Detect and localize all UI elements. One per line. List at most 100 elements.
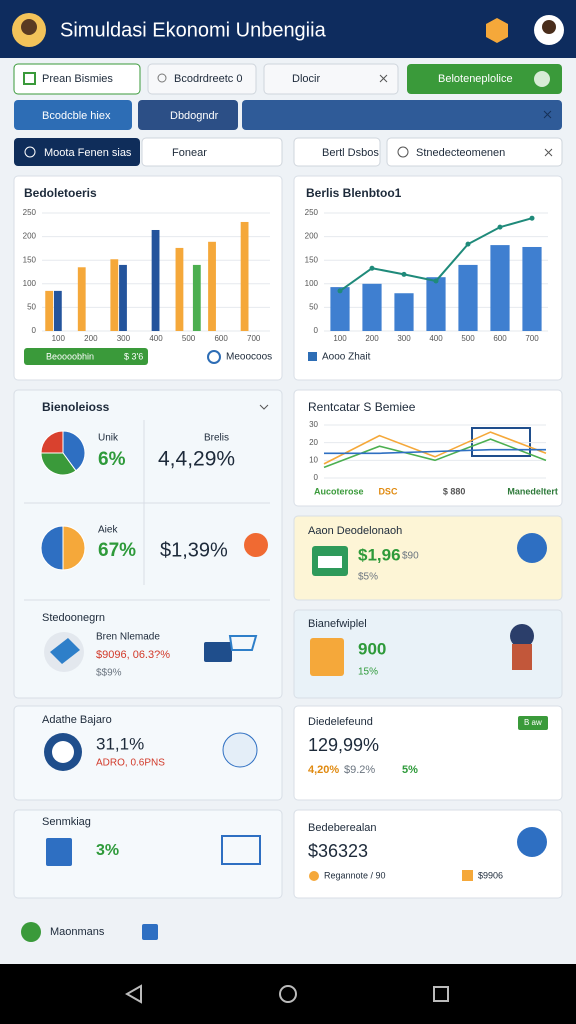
profile-face <box>542 20 556 34</box>
tile-sub: $5% <box>358 572 378 583</box>
footer-icon[interactable] <box>142 924 158 940</box>
legend-swatch <box>308 352 317 361</box>
bar <box>426 277 446 331</box>
tile-icon <box>46 838 72 866</box>
tag-label: B aw <box>524 718 542 727</box>
button-label: Bcodcble hiex <box>42 110 111 122</box>
tile-stat: 4,20% <box>308 764 339 776</box>
nav-back[interactable] <box>124 984 142 1004</box>
overlay-box <box>471 427 531 457</box>
field-label: Stnedecteomenen <box>416 147 505 159</box>
legend-pill[interactable] <box>24 348 148 365</box>
button-label: Dbdogndr <box>170 110 219 122</box>
tile-aside: $90 <box>402 551 419 562</box>
legend-label: Aooo Zhait <box>322 352 371 363</box>
field[interactable] <box>386 137 563 167</box>
clear-icon[interactable] <box>544 148 553 157</box>
stat-value: 4,4,29% <box>158 448 235 471</box>
bar <box>119 264 127 331</box>
cards <box>13 175 563 899</box>
bar <box>77 267 86 331</box>
chevron[interactable] <box>259 404 269 410</box>
icon <box>157 73 167 83</box>
x-tick-label: 500 <box>461 334 475 343</box>
action-icon[interactable] <box>222 732 258 768</box>
button[interactable] <box>138 100 238 130</box>
clear-icon[interactable] <box>543 110 552 119</box>
y-tick-label: 50 <box>309 303 318 312</box>
pie-label: Aiek <box>98 525 118 536</box>
tile-title: Senmkiag <box>42 816 91 828</box>
filter-label: Dlocir <box>292 73 320 85</box>
pie-slice <box>40 452 77 476</box>
button[interactable] <box>14 100 132 130</box>
action-icon[interactable] <box>517 827 547 857</box>
bar <box>490 245 510 331</box>
search-field[interactable] <box>147 63 257 95</box>
button-label: Beloteneplolice <box>438 73 513 85</box>
section-title: Stedoonegrn <box>42 612 105 624</box>
line-point <box>497 224 503 230</box>
icon <box>24 146 36 158</box>
x-tick-label: 300 <box>117 334 131 343</box>
footer-icon[interactable] <box>21 922 41 942</box>
legend-label: Beoooobhin <box>46 351 94 361</box>
bar <box>175 247 184 331</box>
tile-icon <box>310 638 344 676</box>
clear-icon[interactable] <box>379 74 388 83</box>
y-tick-label: 200 <box>305 232 319 241</box>
y-tick-label: 100 <box>305 279 319 288</box>
tile-stat: $9.2% <box>344 764 375 776</box>
tile-sub: 15% <box>358 667 378 678</box>
app-title: Simuldasi Ekonomi Unbengiia <box>60 19 327 41</box>
nav-home[interactable] <box>279 985 297 1003</box>
card-title: Bedoletoeris <box>24 186 97 200</box>
action-icon[interactable] <box>244 533 268 557</box>
tile-main: $36323 <box>308 841 368 861</box>
field[interactable] <box>141 137 283 167</box>
tile-main: 900 <box>358 639 386 658</box>
action-icon[interactable] <box>517 533 547 563</box>
y-tick-label: 0 <box>314 326 319 335</box>
icon <box>23 72 36 85</box>
card-title: Rentcatar S Bemiee <box>308 400 416 414</box>
button[interactable] <box>14 138 140 166</box>
card <box>293 515 563 601</box>
x-tick-label: 100 <box>52 334 66 343</box>
pie-slice <box>40 525 64 571</box>
x-tick-label: 400 <box>149 334 163 343</box>
cart-icon[interactable] <box>228 635 258 651</box>
card <box>293 389 563 507</box>
avatar-face <box>21 19 37 35</box>
button[interactable] <box>407 64 562 94</box>
x-tick-label: 600 <box>214 334 228 343</box>
item-note: $$9% <box>96 668 122 679</box>
button[interactable] <box>293 137 381 167</box>
settings-icon[interactable] <box>486 18 508 43</box>
line-point <box>369 265 375 271</box>
tile-main: $1,96 <box>358 545 401 564</box>
bar <box>240 221 249 331</box>
button[interactable] <box>13 63 141 95</box>
x-tick-label: 200 <box>84 334 98 343</box>
search-bar[interactable] <box>242 100 562 130</box>
button-label: Bertl Dsbos <box>322 147 379 159</box>
pie-slice <box>62 430 86 472</box>
tile-sub: ADRO, 0.6PNS <box>96 758 165 769</box>
legend-link[interactable]: Meoocoos <box>226 352 272 363</box>
y-tick-label: 200 <box>23 232 37 241</box>
line-point <box>433 278 439 284</box>
bar <box>362 283 382 331</box>
card-title: Bienoleioss <box>42 400 110 414</box>
x-tick-label: 700 <box>525 334 539 343</box>
stat-value: $1,39% <box>160 539 228 561</box>
x-tick-label: 500 <box>182 334 196 343</box>
grid-icon <box>221 835 261 865</box>
tile-stat: 5% <box>402 764 418 776</box>
pie-value: 67% <box>98 540 136 561</box>
icon <box>397 146 409 158</box>
filter-field[interactable] <box>263 63 399 95</box>
nav-recent[interactable] <box>433 986 449 1002</box>
card-title: Berlis Blenbtoo1 <box>306 186 402 200</box>
